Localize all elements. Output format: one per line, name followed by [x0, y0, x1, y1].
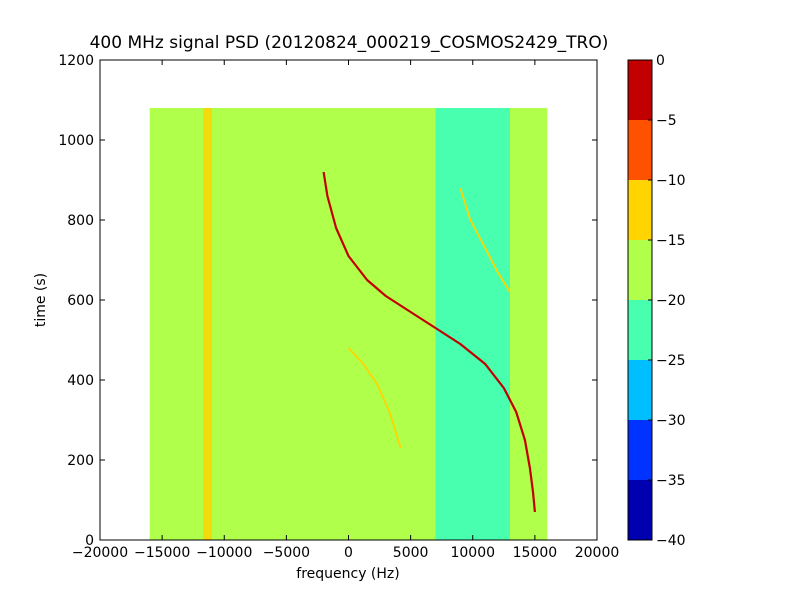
colorbar-tick-label-8: 0: [656, 53, 665, 69]
y-tick-label-6: 1200: [58, 53, 94, 69]
psd-band-2: [510, 108, 548, 540]
colorbar-tick-label-6: −10: [656, 173, 686, 189]
psd-vertical-line-0: [203, 108, 212, 540]
x-tick-label-1: −15000: [134, 545, 190, 561]
colorbar-segment-0: [628, 480, 652, 540]
chart-title: 400 MHz signal PSD (20120824_000219_COSM…: [90, 33, 609, 53]
colorbar-tick-label-2: −30: [656, 413, 686, 429]
y-tick-label-2: 400: [67, 373, 94, 389]
y-tick-label-5: 1000: [58, 133, 94, 149]
colorbar-tick-label-4: −20: [656, 293, 686, 309]
y-tick-label-4: 800: [67, 213, 94, 229]
x-tick-label-4: 0: [344, 545, 353, 561]
psd-trace-1: [459, 187, 511, 293]
x-tick-label-8: 20000: [575, 545, 620, 561]
x-tick-label-2: −10000: [196, 545, 252, 561]
colorbar-tick-label-7: −5: [656, 113, 677, 129]
colorbar-tick-label-5: −15: [656, 233, 686, 249]
colorbar-tick-label-0: −40: [656, 533, 686, 549]
psd-trace-2: [347, 347, 402, 449]
colorbar-segment-7: [628, 60, 652, 120]
x-tick-label-6: 10000: [450, 545, 495, 561]
y-tick-label-1: 200: [67, 453, 94, 469]
y-axis-label: time (s): [33, 273, 49, 327]
psd-band-1: [435, 108, 511, 540]
colorbar-tick-label-3: −25: [656, 353, 686, 369]
psd-band-0: [149, 108, 436, 540]
colorbar-tick-label-1: −35: [656, 473, 686, 489]
y-tick-label-0: 0: [85, 533, 94, 549]
colorbar-segment-5: [628, 180, 652, 240]
x-tick-label-0: −20000: [72, 545, 128, 561]
colorbar-segment-1: [628, 420, 652, 480]
colorbar-segment-2: [628, 360, 652, 420]
psd-vertical-line-1: [428, 108, 436, 540]
y-tick-label-3: 600: [67, 293, 94, 309]
colorbar-segment-6: [628, 120, 652, 180]
x-tick-label-7: 15000: [513, 545, 558, 561]
x-axis-label: frequency (Hz): [296, 566, 399, 582]
psd-trace-0: [322, 171, 536, 513]
colorbar-segment-4: [628, 240, 652, 300]
x-tick-label-5: 5000: [393, 545, 429, 561]
colorbar-segment-3: [628, 300, 652, 360]
x-tick-label-3: −5000: [263, 545, 310, 561]
